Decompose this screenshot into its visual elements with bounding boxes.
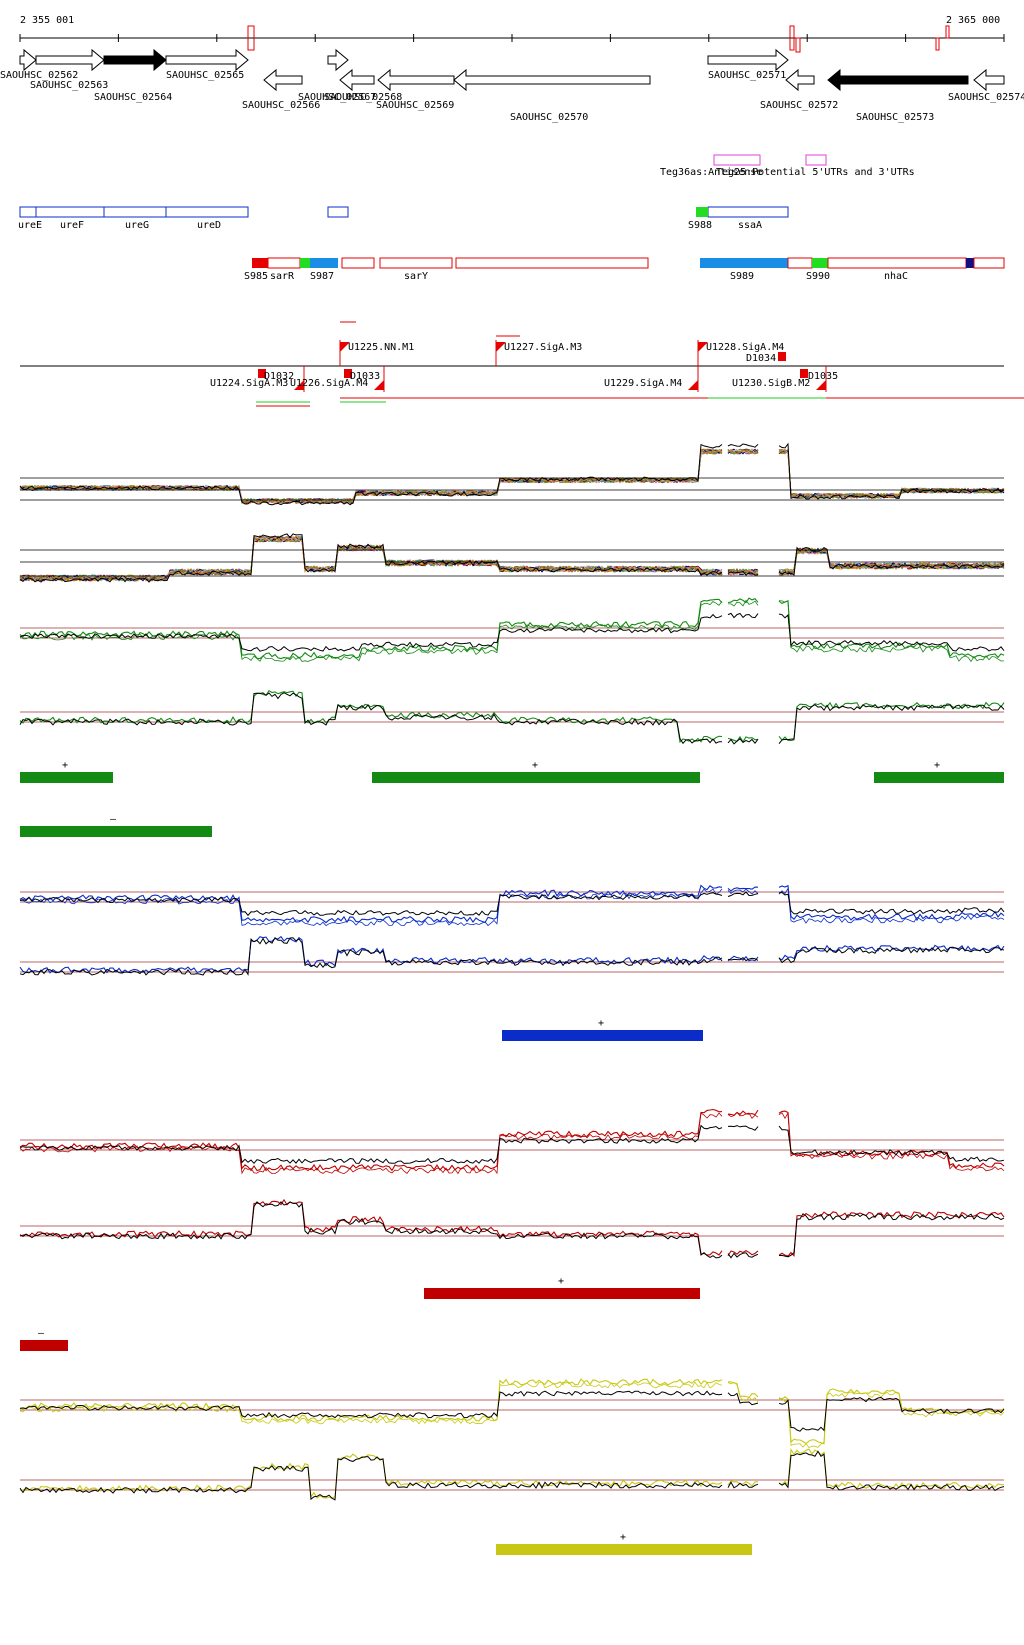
promoter-label: U1224.SigA.M3 xyxy=(210,378,288,389)
s990-label: S990 xyxy=(806,271,830,282)
gene-label: SAOUHSC_02563 xyxy=(30,80,108,91)
promoter-label: U1228.SigA.M4 xyxy=(706,342,784,353)
gene-arrow xyxy=(339,68,375,92)
operon-gene-box xyxy=(707,206,789,218)
operon-gene-label: ssaA xyxy=(738,220,762,231)
segment-bar xyxy=(372,772,700,783)
promoter-flag xyxy=(496,342,506,352)
s987-label: S987 xyxy=(310,271,334,282)
gene-label: SAOUHSC_02572 xyxy=(760,100,838,111)
gene-arrow xyxy=(327,48,349,72)
sarY-label: sarY xyxy=(404,271,428,282)
gene-label: SAOUHSC_02562 xyxy=(0,70,78,81)
segment-bar xyxy=(20,826,212,837)
gene-label: SAOUHSC_02568 xyxy=(324,92,402,103)
promoter-flag xyxy=(294,380,304,390)
gene-label: SAOUHSC_02573 xyxy=(856,112,934,123)
srna-track: S985 sarR S987 sarY S989 S990 nhaC xyxy=(244,257,1005,282)
terminator-D1034: D1034 xyxy=(746,353,776,364)
promoter-flag xyxy=(688,380,698,390)
expression-panel: + xyxy=(19,1378,1005,1555)
gene-arrow xyxy=(785,68,815,92)
operon-gene-box xyxy=(165,206,249,218)
terminators: D1032 D1033 D1034 D1035 xyxy=(258,352,838,382)
antisense-label: Teg36as:Antisense xyxy=(660,167,762,178)
promoter-label: U1229.SigA.M4 xyxy=(604,378,682,389)
gene-arrow xyxy=(263,68,303,92)
promoter-flag xyxy=(698,342,708,352)
terminator-D1035: D1035 xyxy=(808,371,838,382)
promoter-flag xyxy=(340,342,350,352)
strand-label: + xyxy=(934,760,940,771)
segment-bar xyxy=(424,1288,700,1299)
gene-arrow xyxy=(165,48,249,72)
utr-label: Teg25:Potential 5'UTRs and 3'UTRs xyxy=(716,167,915,178)
gene-arrow xyxy=(707,48,789,72)
gene-label: SAOUHSC_02570 xyxy=(510,112,588,123)
segment-bar xyxy=(496,1544,752,1555)
gene-arrow xyxy=(827,68,969,92)
terminator-D1032: D1032 xyxy=(264,371,294,382)
strand-label: – xyxy=(38,1328,45,1339)
sarR-label: sarR xyxy=(270,271,295,282)
strand-label: + xyxy=(620,1532,626,1543)
coord-end: 2 365 000 xyxy=(946,15,1000,26)
operon-gene-box xyxy=(19,206,37,218)
expression-panel: + xyxy=(19,884,1005,1041)
segment-bar xyxy=(502,1030,703,1041)
expression-panels: + + +–++–+ xyxy=(19,597,1005,1555)
coordinate-ruler: 2 355 001 2 365 000 xyxy=(19,15,1005,53)
gene-arrow xyxy=(103,48,167,72)
s988-label: S988 xyxy=(688,220,712,231)
strand-label: – xyxy=(110,814,117,825)
promoter-label: U1225.NN.M1 xyxy=(348,342,414,353)
terminator-D1033: D1033 xyxy=(350,371,380,382)
gene-label: SAOUHSC_02569 xyxy=(376,100,454,111)
expression-panel: +– xyxy=(19,1108,1005,1351)
operon-gene-label: ureE xyxy=(18,220,42,231)
operon-gene-box xyxy=(327,206,349,218)
gene-label: SAOUHSC_02566 xyxy=(242,100,320,111)
s989-label: S989 xyxy=(730,271,754,282)
coord-start: 2 355 001 xyxy=(20,15,74,26)
operon-gene-box xyxy=(103,206,167,218)
gene-arrow xyxy=(973,68,1005,92)
operon-gene-label: ureG xyxy=(125,220,149,231)
expression-profile-multi xyxy=(19,442,1005,583)
promoter-label: U1230.SigB.M2 xyxy=(732,378,810,389)
strand-label: + xyxy=(598,1018,604,1029)
nhaC-label: nhaC xyxy=(884,271,908,282)
operon-gene-box xyxy=(35,206,105,218)
operon-gene-label: ureF xyxy=(60,220,84,231)
strand-label: + xyxy=(532,760,538,771)
promoter-terminator-track: U1224.SigA.M3 U1225.NN.M1 U1226.SigA.M4 U12… xyxy=(20,321,1024,407)
gene-arrow xyxy=(377,68,455,92)
gene-arrow xyxy=(35,48,105,72)
expression-panel: + + + – xyxy=(19,597,1005,837)
s988-green-box xyxy=(696,207,708,217)
segment-bar xyxy=(20,1340,68,1351)
promoter-label: U1226.SigA.M4 xyxy=(290,378,368,389)
operon-gene-label: ureD xyxy=(197,220,221,231)
strand-label: + xyxy=(62,760,68,771)
s985-label: S985 xyxy=(244,271,268,282)
gene-label: SAOUHSC_02565 xyxy=(166,70,244,81)
strand-label: + xyxy=(558,1276,564,1287)
gene-label: SAOUHSC_02567 xyxy=(298,92,376,103)
operon-track: ureE ureF ureG ureD ssaA xyxy=(18,206,789,231)
promoter-flag xyxy=(816,380,826,390)
segment-bar xyxy=(20,772,113,783)
promoter-flag xyxy=(374,380,384,390)
gene-arrow xyxy=(19,48,37,72)
gene-arrow xyxy=(453,68,651,92)
gene-label: SAOUHSC_02574 xyxy=(948,92,1024,103)
segment-bar xyxy=(874,772,1004,783)
gene-label: SAOUHSC_02564 xyxy=(94,92,172,103)
antisense-feature: Teg36as:Antisense Teg25:Potential 5'UTRs… xyxy=(660,154,915,178)
promoter-label: U1227.SigA.M3 xyxy=(504,342,582,353)
gene-label: SAOUHSC_02571 xyxy=(708,70,786,81)
